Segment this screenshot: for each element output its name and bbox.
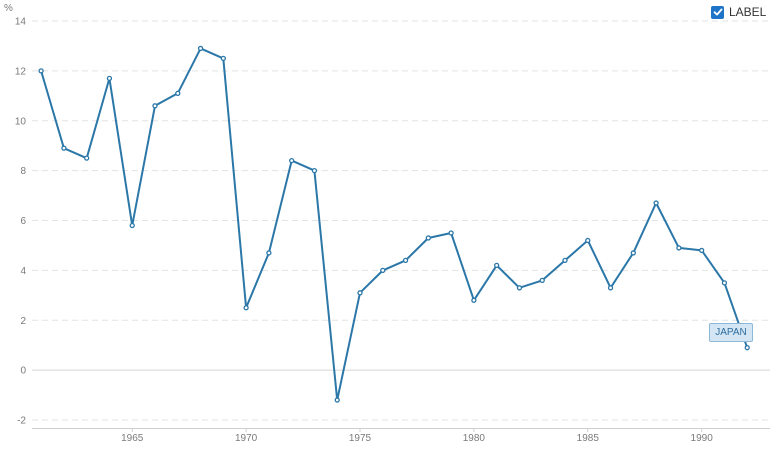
data-point[interactable] — [175, 90, 181, 96]
data-point[interactable] — [699, 247, 705, 254]
data-point[interactable] — [402, 257, 409, 264]
data-point[interactable] — [539, 277, 545, 284]
series-label-japan: JAPAN — [709, 323, 753, 342]
data-point[interactable] — [562, 257, 568, 264]
data-point[interactable] — [676, 245, 682, 251]
y-tick-label: 10 — [15, 116, 27, 127]
data-point[interactable] — [266, 250, 272, 256]
data-point[interactable] — [448, 230, 454, 236]
data-point[interactable] — [425, 235, 431, 241]
x-tick-label: 1965 — [121, 433, 144, 444]
y-axis-unit-label: % — [4, 3, 13, 14]
data-point[interactable] — [289, 157, 295, 164]
label-toggle[interactable]: LABEL — [711, 5, 766, 19]
data-point[interactable] — [84, 155, 90, 161]
data-point[interactable] — [721, 280, 728, 286]
data-point[interactable] — [220, 55, 226, 62]
data-point[interactable] — [197, 45, 204, 52]
checkmark-icon — [713, 8, 723, 16]
y-tick-label: 8 — [20, 166, 26, 177]
data-point[interactable] — [471, 297, 477, 303]
x-tick-label: 1980 — [463, 433, 486, 444]
y-tick-label: 14 — [15, 17, 27, 28]
data-point[interactable] — [38, 68, 44, 74]
data-point[interactable] — [380, 267, 386, 274]
label-toggle-text: LABEL — [729, 5, 767, 19]
data-point[interactable] — [744, 345, 750, 351]
data-point[interactable] — [516, 285, 523, 291]
series-line-japan — [40, 47, 749, 402]
y-tick-label: 6 — [20, 216, 26, 227]
data-point[interactable] — [129, 222, 135, 229]
data-point[interactable] — [311, 167, 318, 174]
y-tick-label: 12 — [15, 66, 27, 77]
y-tick-label: -2 — [17, 416, 26, 427]
y-tick-label: 2 — [20, 316, 26, 327]
data-point[interactable] — [653, 200, 659, 206]
y-tick-label: 4 — [20, 266, 26, 277]
data-point[interactable] — [243, 305, 249, 311]
data-point[interactable] — [106, 75, 113, 82]
data-point[interactable] — [61, 145, 67, 151]
data-point[interactable] — [334, 397, 340, 403]
gridlines — [32, 20, 770, 421]
x-tick-label: 1985 — [577, 433, 600, 444]
data-point[interactable] — [494, 262, 500, 269]
data-point[interactable] — [357, 290, 363, 296]
y-tick-label: 0 — [20, 366, 26, 377]
axes: -2 0 2 4 6 8 10 12 14 1965 1970 1975 1980 1985 1990 — [15, 17, 770, 444]
x-tick-label: 1970 — [235, 433, 258, 444]
series-layer — [38, 45, 750, 403]
data-point[interactable] — [630, 250, 636, 256]
data-point[interactable] — [585, 237, 591, 244]
x-tick-label: 1975 — [349, 433, 372, 444]
data-point[interactable] — [607, 285, 614, 291]
x-tick-label: 1990 — [691, 433, 714, 444]
data-point[interactable] — [152, 103, 158, 109]
label-checkbox[interactable] — [711, 5, 724, 19]
